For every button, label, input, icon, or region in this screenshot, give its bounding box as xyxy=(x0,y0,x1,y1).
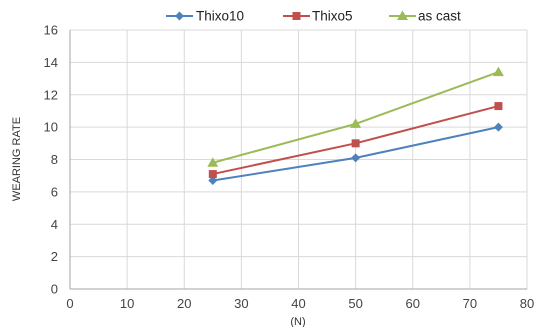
y-tick-label: 0 xyxy=(51,282,58,297)
legend-item: Thixo5 xyxy=(283,9,353,24)
x-tick-label: 30 xyxy=(234,296,248,311)
y-tick-label: 4 xyxy=(51,217,58,232)
legend-marker xyxy=(397,10,408,20)
y-tick-label: 16 xyxy=(44,23,58,38)
axes xyxy=(69,30,527,290)
gridlines xyxy=(70,29,528,289)
data-point xyxy=(351,139,360,148)
x-tick-label: 10 xyxy=(120,296,134,311)
x-tick-label: 20 xyxy=(177,296,191,311)
data-point xyxy=(492,66,504,77)
legend-label: Thixo10 xyxy=(196,9,244,24)
x-axis-title: (N) xyxy=(290,316,305,327)
y-tick-label: 10 xyxy=(44,120,58,135)
data-point xyxy=(494,102,503,111)
x-tick-label: 50 xyxy=(348,296,362,311)
legend-marker xyxy=(175,11,184,21)
data-point xyxy=(208,170,217,179)
data-point xyxy=(351,153,361,163)
x-tick-label: 0 xyxy=(66,296,73,311)
legend-label: as cast xyxy=(418,9,461,24)
legend: Thixo10 Thixo5 as cast xyxy=(166,9,461,24)
data-point xyxy=(350,118,362,128)
x-tick-label: 60 xyxy=(406,296,420,311)
y-axis-title: WEARING RATE xyxy=(11,117,23,201)
series-thixo10 xyxy=(208,122,503,186)
series-as-cast xyxy=(207,66,504,167)
x-tick-label: 80 xyxy=(520,296,534,311)
data-point xyxy=(493,122,503,132)
y-tick-label: 6 xyxy=(51,184,58,199)
legend-item: Thixo10 xyxy=(166,9,244,24)
y-tick-label: 12 xyxy=(44,87,58,102)
data-point xyxy=(208,176,218,186)
legend-label: Thixo5 xyxy=(312,9,353,24)
series-thixo5 xyxy=(208,102,503,179)
legend-marker xyxy=(292,12,301,20)
y-tick-label: 14 xyxy=(44,55,58,70)
x-tick-label: 70 xyxy=(463,296,477,311)
data-point xyxy=(207,157,219,167)
legend-item: as cast xyxy=(389,9,461,24)
x-tick-label: 40 xyxy=(291,296,305,311)
tick-labels: 0 2 4 6 8 10 12 14 16 0 10 20 30 40 50 60 70 80 xyxy=(44,23,535,312)
y-tick-label: 2 xyxy=(51,249,58,264)
series-group xyxy=(207,66,504,186)
y-tick-label: 8 xyxy=(51,152,58,167)
